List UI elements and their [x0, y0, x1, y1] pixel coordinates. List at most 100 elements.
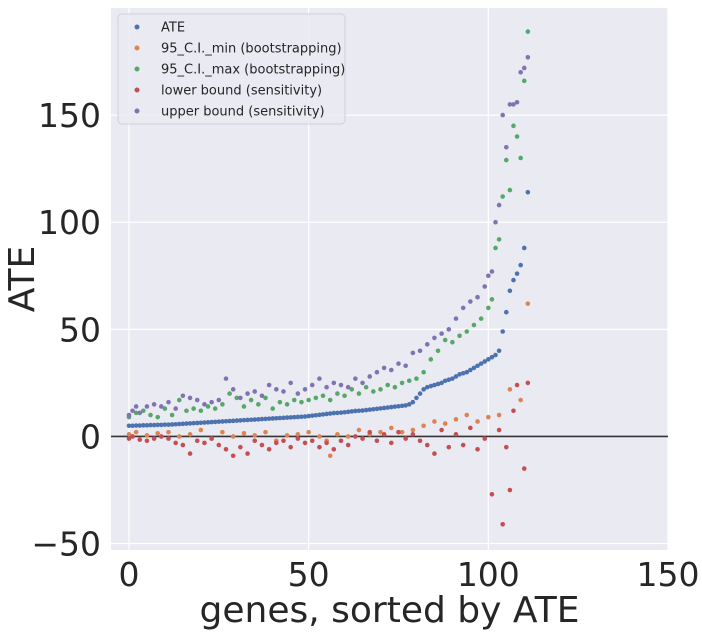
data-point	[453, 432, 459, 437]
data-point	[151, 436, 157, 441]
data-point	[446, 327, 452, 332]
data-point	[166, 422, 171, 427]
data-point	[144, 433, 150, 438]
data-point	[288, 415, 293, 420]
data-point	[130, 434, 135, 439]
data-point	[442, 337, 448, 343]
data-point	[514, 271, 520, 276]
data-point	[518, 397, 523, 403]
data-point	[496, 427, 502, 433]
data-point	[151, 422, 157, 428]
series-0	[126, 189, 531, 429]
data-point	[507, 387, 513, 392]
data-point	[345, 384, 351, 390]
data-point	[335, 391, 340, 396]
data-point	[403, 403, 408, 408]
data-point	[432, 419, 437, 424]
data-point	[234, 395, 240, 401]
data-point	[259, 416, 265, 422]
data-point	[220, 429, 225, 435]
data-point	[475, 447, 480, 452]
data-point	[126, 436, 132, 441]
data-point	[263, 429, 268, 435]
data-point	[162, 422, 168, 427]
data-point	[338, 438, 344, 444]
legend-label: 95_C.I._max (bootstrapping)	[161, 63, 345, 78]
data-point	[241, 417, 247, 423]
data-point	[198, 408, 204, 414]
data-point	[486, 357, 491, 362]
legend-label: 95_C.I._min (bootstrapping)	[161, 42, 342, 57]
data-point	[137, 410, 143, 416]
data-point	[392, 404, 398, 409]
x-tick-label: 100	[457, 555, 520, 594]
data-point	[381, 405, 387, 411]
y-tick-label: 100	[38, 203, 101, 242]
data-point	[521, 78, 527, 84]
data-point	[291, 414, 297, 420]
data-point	[176, 397, 182, 403]
data-point	[209, 399, 214, 405]
data-point	[252, 433, 258, 438]
data-point	[284, 433, 290, 438]
data-point	[475, 419, 480, 424]
data-point	[187, 451, 193, 456]
data-point	[306, 397, 311, 403]
data-point	[176, 434, 182, 439]
legend-label: lower bound (sensitivity)	[161, 84, 322, 99]
data-point	[256, 402, 261, 407]
data-point	[180, 393, 186, 399]
data-point	[184, 408, 189, 414]
data-point	[374, 438, 380, 444]
data-point	[417, 438, 423, 444]
data-point	[482, 359, 488, 364]
data-point	[410, 350, 416, 356]
data-point	[489, 297, 495, 302]
data-point	[468, 425, 473, 431]
data-point	[230, 387, 236, 392]
data-point	[399, 429, 405, 435]
data-point	[133, 404, 139, 409]
data-point	[245, 451, 250, 456]
data-point	[428, 357, 434, 362]
data-point	[385, 405, 391, 410]
data-point	[137, 423, 143, 428]
data-point	[220, 402, 225, 407]
data-point	[223, 376, 229, 381]
data-points	[126, 29, 531, 527]
data-point	[478, 361, 484, 366]
data-point	[489, 269, 495, 274]
data-point	[288, 444, 293, 450]
data-point	[309, 413, 315, 418]
data-point	[410, 427, 416, 433]
data-point	[453, 316, 459, 321]
data-point	[521, 65, 527, 71]
data-point	[392, 384, 398, 390]
data-point	[435, 348, 441, 354]
data-point	[248, 417, 254, 423]
data-point	[202, 440, 207, 446]
data-point	[173, 440, 178, 446]
data-point	[198, 427, 204, 433]
data-point	[460, 442, 466, 448]
data-point	[421, 387, 426, 392]
data-point	[216, 442, 222, 448]
data-point	[360, 380, 365, 386]
data-point	[274, 387, 279, 392]
legend-marker	[134, 45, 140, 51]
legend-marker	[134, 108, 140, 114]
data-point	[166, 399, 171, 405]
data-point	[500, 194, 506, 199]
data-point	[356, 408, 362, 414]
data-point	[518, 262, 523, 268]
data-point	[277, 399, 283, 405]
data-point	[331, 447, 337, 452]
data-point	[471, 365, 477, 371]
data-point	[194, 397, 200, 403]
data-point	[518, 69, 523, 75]
data-point	[478, 316, 484, 321]
data-point	[187, 432, 193, 437]
data-point	[496, 202, 502, 208]
data-point	[144, 423, 150, 428]
